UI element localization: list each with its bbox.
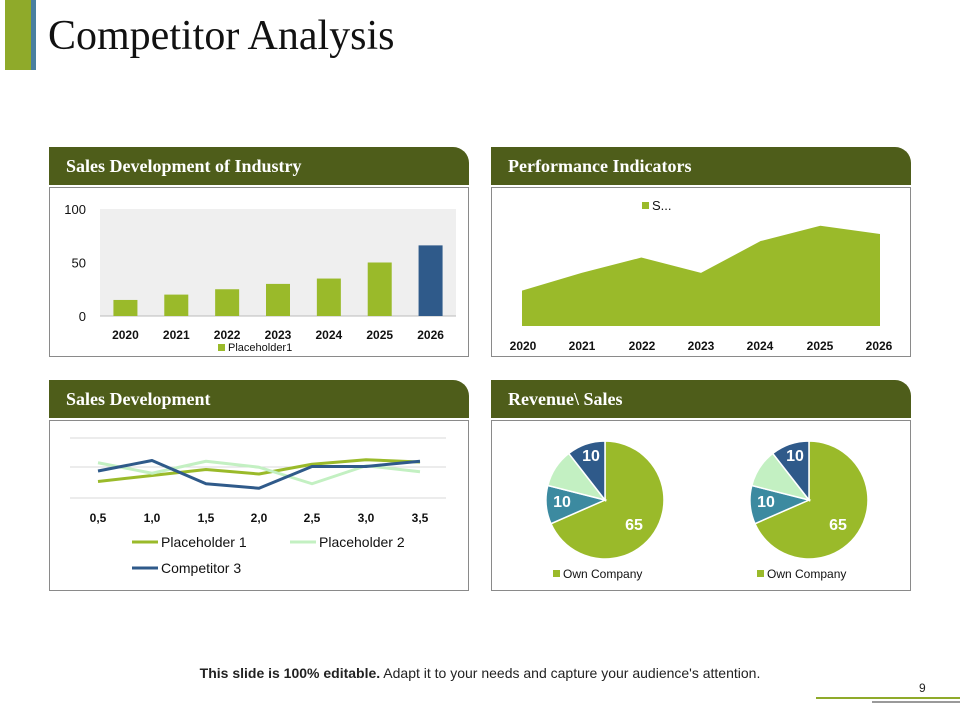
line-x-tick: 2,0 [251,511,268,525]
pie-1-slice-4 [567,440,606,503]
area-x-tick: 2025 [807,339,834,353]
area-legend-swatch [642,202,649,209]
slide-title: Competitor Analysis [48,13,395,59]
line-x-tick: 1,5 [198,511,215,525]
sales-dev-panel: 0,5 1,0 1,5 2,0 2,5 3,0 3,5 Placeholder 1 Placeh… [49,420,469,591]
footer-bold: This slide is 100% editable. [199,665,381,681]
pie-2-value-label: 10 [786,448,804,465]
pie-1-legend-swatch [553,570,560,577]
line-legend-label: Placeholder 2 [319,534,405,550]
bar-y-tick: 100 [64,202,86,217]
area-legend-label: S... [652,198,672,213]
performance-area-series [522,225,880,326]
bar-x-tick: 2021 [163,328,190,342]
footer-rest: Adapt it to your needs and capture your … [380,665,761,681]
title-accent-blue [31,0,36,70]
bar-y-tick: 0 [79,309,86,324]
bar-x-tick: 2024 [316,328,343,342]
bar-2020 [113,299,138,316]
sales-industry-panel: 0 50 100 2020 2021 2022 2023 2024 2025 2026 Placeh… [49,187,469,357]
bar-2026 [418,245,443,316]
area-x-tick: 2021 [569,339,596,353]
area-x-tick: 2023 [688,339,715,353]
area-x-tick: 2026 [866,339,893,353]
bar-x-tick: 2025 [366,328,393,342]
bar-legend-swatch [218,344,225,351]
pie-2-legend-label: Own Company [767,567,846,581]
line-x-tick: 3,5 [412,511,429,525]
bar-2021 [164,294,189,316]
pie-2-slice-4 [771,440,810,503]
pie-2-value-label: 10 [757,494,775,511]
area-x-tick: 2024 [747,339,774,353]
line-legend-label: Placeholder 1 [161,534,247,550]
performance-panel: 2020 2021 2022 2023 2024 2025 2026 S... [491,187,911,357]
pie-1-value-label: 10 [582,448,600,465]
bar-x-tick: 2026 [417,328,444,342]
sales-industry-bar-chart: 0 50 100 2020 2021 2022 2023 2024 2025 2026 Placeh… [64,202,456,354]
bar-x-tick: 2020 [112,328,139,342]
pie-1-value-label: 65 [625,517,643,534]
sales-dev-header: Sales Development [49,380,469,418]
bar-y-tick: 50 [72,256,86,271]
bar-2022 [215,289,240,316]
pie-2-value-label: 65 [829,517,847,534]
revenue-header: Revenue\ Sales [491,380,911,418]
pie-1-value-label: 10 [553,494,571,511]
bar-x-tick: 2023 [265,328,292,342]
sales-industry-header: Sales Development of Industry [49,147,469,185]
bar-2025 [367,262,392,316]
line-x-tick: 0,5 [90,511,107,525]
revenue-panel: 65 10 10 Own Company 65 10 10 Own Company [491,420,911,591]
performance-area-chart: 2020 2021 2022 2023 2024 2025 2026 S... [510,198,893,353]
line-x-tick: 2,5 [304,511,321,525]
sales-dev-line-chart: 0,5 1,0 1,5 2,0 2,5 3,0 3,5 Placeholder 1 Placeh… [70,437,446,576]
page-line-green [816,697,960,699]
area-x-tick: 2020 [510,339,537,353]
pie-1-legend-label: Own Company [563,567,642,581]
page-line-grey [872,701,960,703]
bar-legend-label: Placeholder1 [228,342,292,354]
pie-1-slice-1 [549,440,665,560]
line-series-competitor-3 [97,459,421,490]
bar-x-tick: 2022 [214,328,241,342]
performance-header: Performance Indicators [491,147,911,185]
pie-2-slice-1 [753,440,869,560]
area-x-tick: 2022 [629,339,656,353]
pie-2-legend-swatch [757,570,764,577]
revenue-pie-charts: 65 10 10 Own Company 65 10 10 Own Company [545,440,869,581]
line-legend-label: Competitor 3 [161,560,241,576]
bar-2023 [266,283,290,316]
page-number: 9 [919,681,926,695]
footer-note: This slide is 100% editable. Adapt it to… [0,665,960,681]
line-x-tick: 1,0 [144,511,161,525]
bar-2024 [316,278,341,316]
line-series-placeholder-1 [97,458,421,483]
line-x-tick: 3,0 [358,511,375,525]
title-accent-green [5,0,31,70]
